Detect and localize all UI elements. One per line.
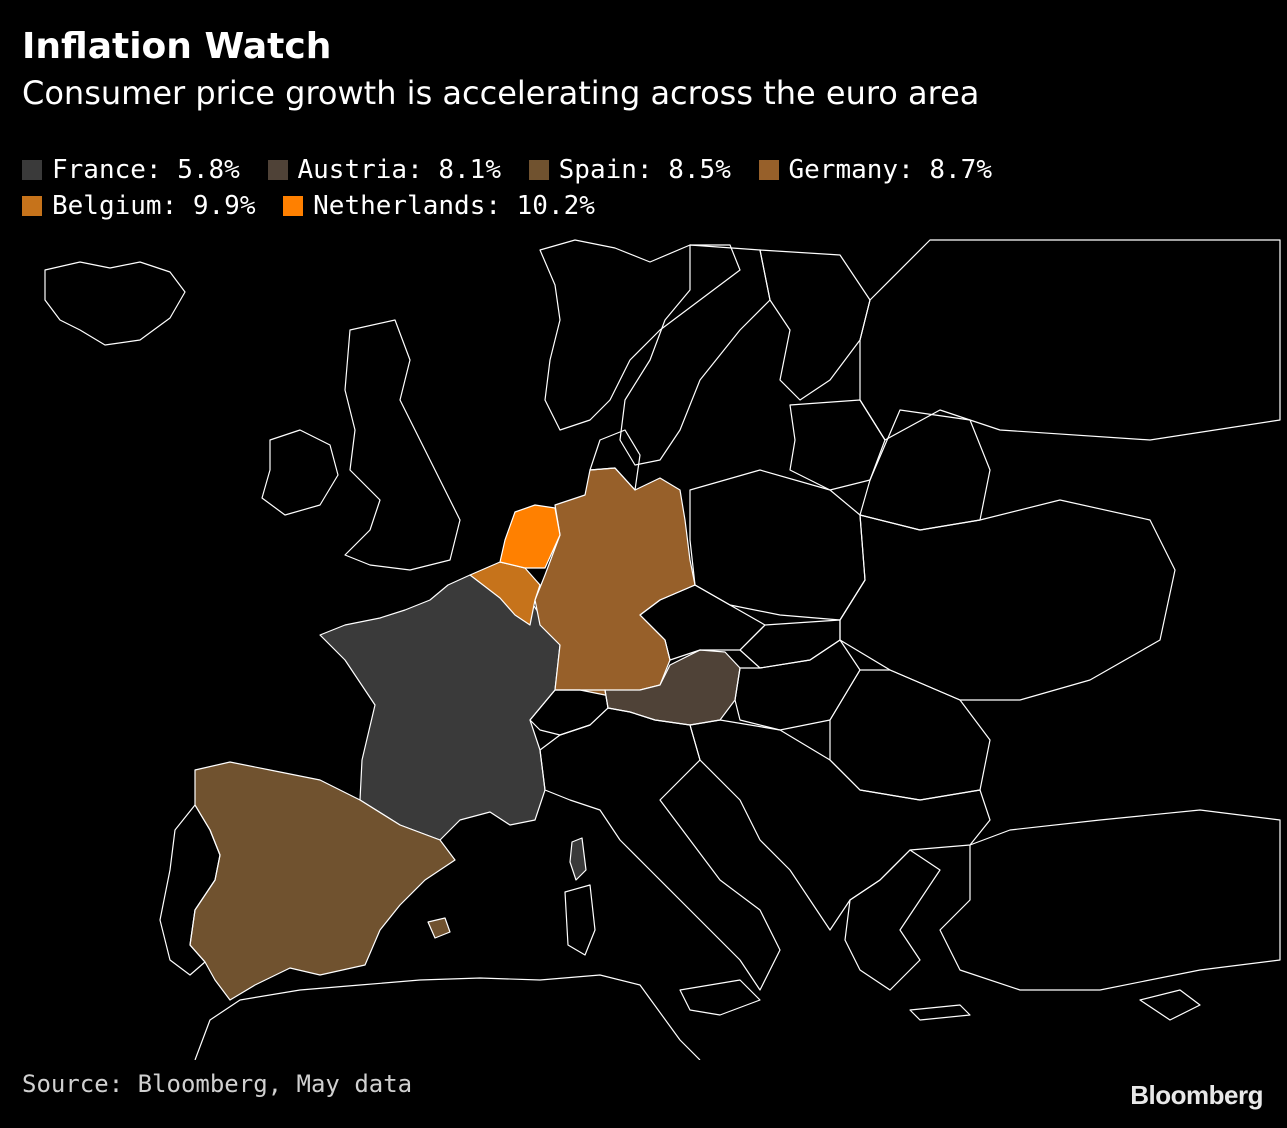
ireland-outline <box>261 429 339 516</box>
legend-label: France: 5.8% <box>52 155 240 185</box>
bloomberg-logo: Bloomberg <box>1130 1080 1263 1110</box>
europe-map <box>44 239 1281 1060</box>
romania-outline <box>829 669 991 801</box>
legend: France: 5.8% Austria: 8.1% Spain: 8.5% G… <box>22 152 1022 224</box>
north-africa-outline <box>194 974 701 1060</box>
legend-item-belgium: Belgium: 9.9% <box>22 188 256 224</box>
italy-outline <box>539 707 781 991</box>
balearic-islands <box>427 917 451 939</box>
slovakia-outline <box>739 619 841 669</box>
chart-title: Inflation Watch <box>22 26 332 67</box>
legend-item-germany: Germany: 8.7% <box>758 152 993 188</box>
turkey-outline <box>939 809 1281 991</box>
legend-item-austria: Austria: 8.1% <box>267 152 502 188</box>
baltics-outline <box>789 399 886 491</box>
greece-outline <box>844 849 941 991</box>
source-note: Source: Bloomberg, May data <box>22 1070 413 1098</box>
hungary-outline <box>734 639 861 731</box>
russia-outline <box>859 239 1281 441</box>
great-britain-outline <box>344 319 461 571</box>
sardinia-outline <box>564 884 596 956</box>
legend-item-france: France: 5.8% <box>22 152 240 188</box>
denmark-outline <box>589 429 641 491</box>
legend-label: Germany: 8.7% <box>788 155 993 185</box>
legend-item-netherlands: Netherlands: 10.2% <box>283 188 595 224</box>
corsica <box>569 837 587 881</box>
portugal-outline <box>159 804 221 976</box>
legend-item-spain: Spain: 8.5% <box>528 152 731 188</box>
legend-swatch <box>22 196 42 216</box>
norway-outline <box>539 239 741 431</box>
chart-subtitle: Consumer price growth is accelerating ac… <box>22 74 980 112</box>
legend-label: Spain: 8.5% <box>558 155 731 185</box>
country-germany <box>534 467 696 697</box>
cyprus-outline <box>1139 989 1201 1021</box>
belarus-outline <box>859 409 991 531</box>
legend-label: Netherlands: 10.2% <box>313 191 595 221</box>
legend-swatch <box>267 160 288 180</box>
legend-swatch <box>758 160 779 180</box>
crete-outline <box>909 1004 971 1021</box>
iceland-outline <box>44 261 186 346</box>
legend-swatch <box>22 160 42 180</box>
legend-label: Austria: 8.1% <box>297 155 502 185</box>
finland-outline <box>759 249 871 401</box>
balkans-outline <box>689 719 991 931</box>
legend-swatch <box>283 196 304 216</box>
legend-label: Belgium: 9.9% <box>52 191 256 221</box>
country-netherlands <box>499 504 561 569</box>
legend-swatch <box>528 160 549 180</box>
sweden-outline <box>619 244 771 466</box>
sicily-outline <box>679 979 761 1016</box>
